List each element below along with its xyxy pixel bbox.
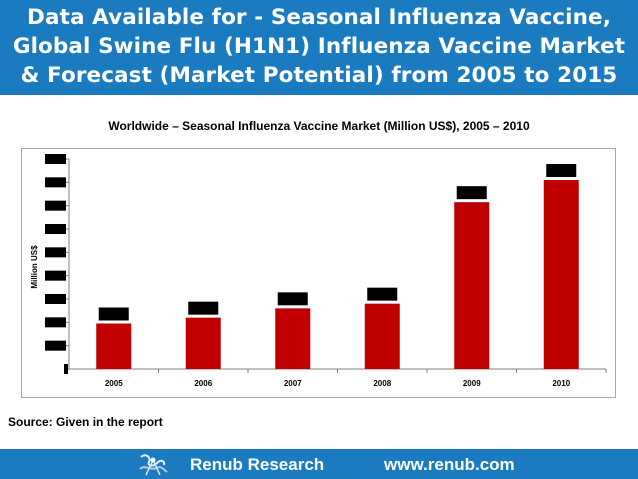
source-note: Source: Given in the report — [8, 415, 163, 429]
bar-2008 — [364, 303, 400, 369]
data-label-redacted-2010 — [546, 164, 577, 177]
renub-logo-icon — [134, 451, 172, 478]
y-tick-label-redacted-3 — [45, 294, 66, 304]
y-tick-label-redacted-8 — [45, 177, 66, 188]
data-label-redacted-2007 — [277, 292, 308, 306]
y-tick-label-redacted-2 — [45, 317, 66, 328]
x-tick-label-2006: 2006 — [194, 379, 212, 388]
y-tick-label-redacted-5 — [45, 247, 66, 258]
data-label-redacted-2005 — [98, 307, 129, 321]
chart-plot-frame — [21, 148, 616, 398]
footer-bar — [0, 449, 638, 479]
y-axis-label: Million US$ — [30, 245, 39, 289]
page-title: Data Available for - Seasonal Influenza … — [12, 5, 626, 88]
x-tick-label-2009: 2009 — [463, 379, 481, 388]
x-tick-label-2005: 2005 — [105, 379, 123, 388]
y-tick-label-redacted-0 — [64, 364, 68, 374]
bar-2009 — [454, 202, 490, 369]
bar-2010 — [543, 180, 579, 369]
data-label-redacted-2006 — [188, 301, 219, 315]
x-tick-label-2007: 2007 — [284, 379, 302, 388]
y-tick-label-redacted-7 — [45, 200, 66, 211]
header-banner: Data Available for - Seasonal Influenza … — [0, 0, 638, 95]
x-tick-label-2010: 2010 — [552, 379, 570, 388]
bar-2007 — [275, 308, 311, 369]
y-tick-label-redacted-4 — [45, 270, 66, 281]
data-label-redacted-2009 — [456, 186, 487, 200]
bar-2006 — [185, 317, 221, 369]
data-label-redacted-2008 — [367, 287, 398, 301]
bar-2005 — [96, 323, 132, 369]
y-tick-label-redacted-9 — [45, 154, 66, 164]
x-tick-label-2008: 2008 — [373, 379, 391, 388]
brand-name: Renub Research — [190, 455, 325, 474]
chart-title: Worldwide – Seasonal Influenza Vaccine M… — [108, 119, 530, 133]
brand-url[interactable]: www.renub.com — [384, 455, 515, 474]
y-tick-label-redacted-1 — [45, 340, 66, 351]
y-tick-label-redacted-6 — [45, 224, 66, 234]
